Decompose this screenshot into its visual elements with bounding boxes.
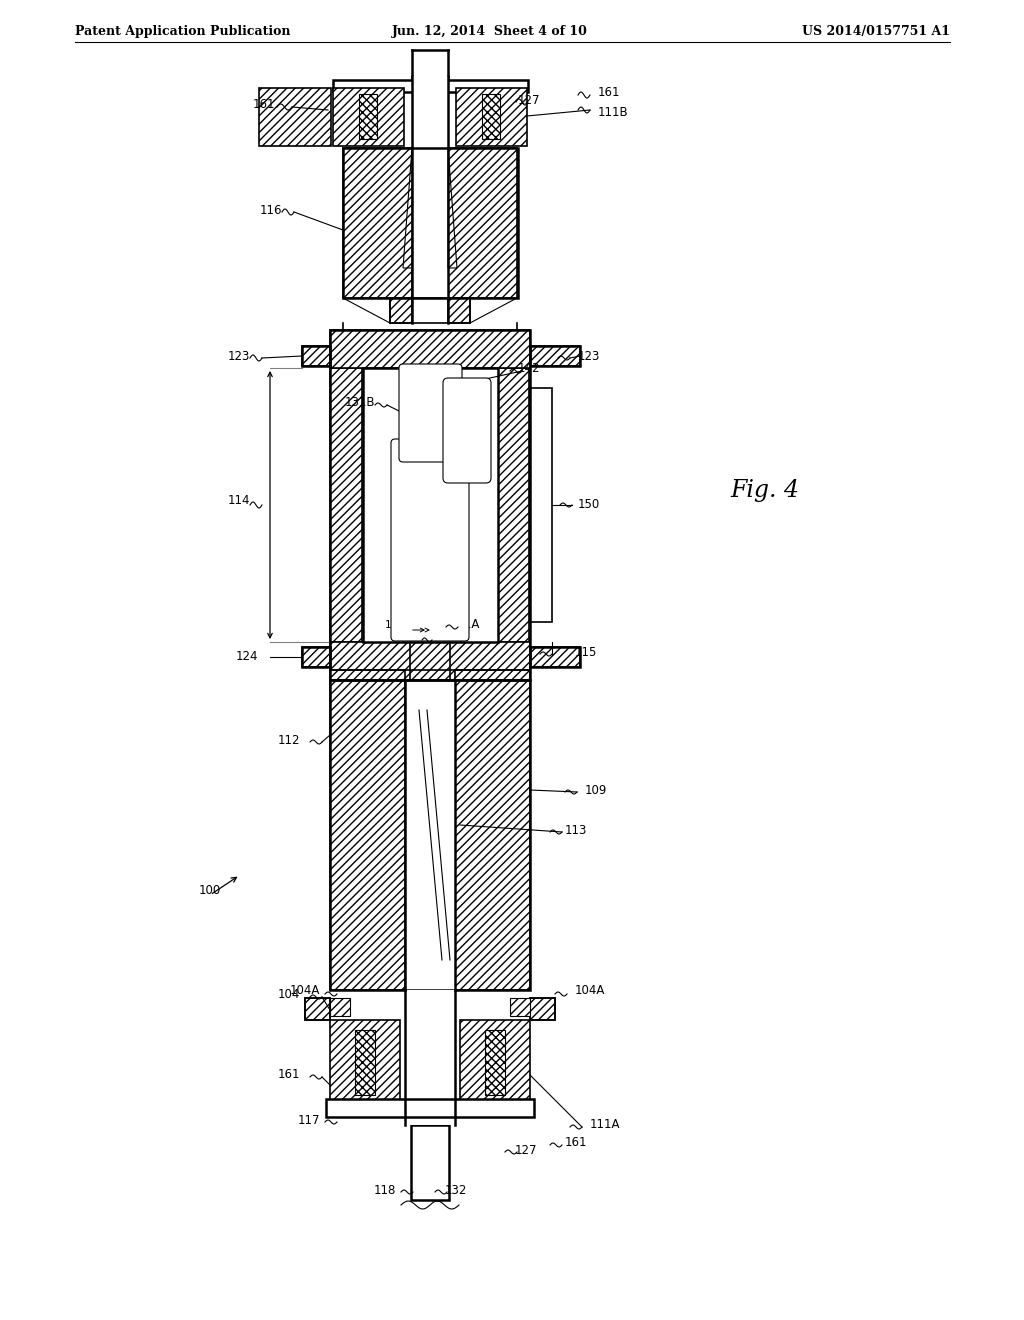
FancyBboxPatch shape (391, 440, 469, 642)
Text: 127: 127 (515, 1143, 538, 1156)
Bar (330, 671, 530, 680)
Bar (330, 671, 406, 680)
Text: 104: 104 (278, 989, 300, 1002)
Text: 104A: 104A (575, 985, 605, 998)
Bar (330, 998, 350, 1016)
Bar (359, 94, 377, 139)
Text: 127: 127 (518, 94, 541, 107)
Text: 123: 123 (578, 350, 600, 363)
Text: Jun. 12, 2014  Sheet 4 of 10: Jun. 12, 2014 Sheet 4 of 10 (392, 25, 588, 38)
Bar (412, 148, 449, 298)
Bar (362, 368, 498, 642)
Bar (330, 1020, 400, 1105)
Text: 104A: 104A (290, 985, 319, 998)
Bar (406, 680, 455, 990)
Text: 116: 116 (259, 203, 282, 216)
Bar (343, 148, 412, 298)
Text: 161: 161 (253, 98, 275, 111)
Bar (390, 298, 470, 323)
Bar (460, 1020, 530, 1105)
Text: 111A: 111A (590, 1118, 621, 1131)
Bar (455, 671, 530, 680)
Text: 113: 113 (565, 824, 588, 837)
Bar (330, 680, 406, 990)
Bar (305, 998, 330, 1020)
Bar (326, 1100, 534, 1117)
Bar (330, 330, 530, 368)
Bar (449, 298, 470, 323)
Text: 131A: 131A (450, 618, 480, 631)
Bar (355, 1030, 375, 1096)
Text: 118: 118 (374, 1184, 396, 1196)
Bar (302, 647, 330, 667)
Text: 112: 112 (278, 734, 300, 747)
Text: 129: 129 (385, 620, 404, 630)
Bar (411, 1125, 449, 1200)
Text: 150: 150 (578, 499, 600, 511)
Bar (455, 680, 530, 990)
Bar (390, 298, 412, 323)
Bar (302, 346, 330, 366)
Bar (330, 330, 530, 680)
Bar (302, 346, 330, 366)
Bar (406, 990, 455, 1125)
Text: 109: 109 (585, 784, 607, 796)
Bar (530, 647, 580, 667)
Bar (330, 642, 530, 680)
Polygon shape (449, 148, 457, 268)
Bar (343, 148, 518, 298)
FancyBboxPatch shape (443, 378, 490, 483)
Text: US 2014/0157751 A1: US 2014/0157751 A1 (802, 25, 950, 38)
Text: 151: 151 (402, 632, 422, 642)
Text: 115: 115 (575, 645, 597, 659)
Bar (530, 647, 580, 667)
Bar (510, 998, 530, 1016)
Bar (530, 388, 552, 622)
Text: 131B: 131B (344, 396, 375, 409)
Text: 117: 117 (298, 1114, 319, 1126)
Bar (449, 148, 517, 298)
Bar (530, 346, 580, 366)
Text: 124: 124 (236, 651, 258, 664)
Bar (259, 88, 331, 147)
Bar (530, 346, 580, 366)
Text: 111B: 111B (598, 106, 629, 119)
Text: Fig. 4: Fig. 4 (730, 479, 799, 502)
Bar (333, 88, 404, 147)
Bar (485, 1030, 505, 1096)
Bar (302, 647, 330, 667)
Text: 161: 161 (278, 1068, 300, 1081)
Bar (530, 998, 555, 1020)
Bar (456, 88, 527, 147)
Bar (530, 998, 555, 1020)
Text: 100: 100 (199, 883, 221, 896)
Text: 161: 161 (565, 1137, 588, 1150)
Text: 142: 142 (518, 362, 541, 375)
FancyBboxPatch shape (399, 364, 462, 462)
Bar (330, 368, 362, 642)
Bar (333, 81, 528, 92)
Text: 132: 132 (445, 1184, 467, 1196)
Text: 123: 123 (227, 350, 250, 363)
Text: Patent Application Publication: Patent Application Publication (75, 25, 291, 38)
Text: 161: 161 (598, 86, 621, 99)
Bar (330, 680, 530, 990)
Text: 114: 114 (227, 494, 250, 507)
Bar (497, 368, 529, 642)
Bar (305, 998, 330, 1020)
Polygon shape (403, 148, 412, 268)
Bar (412, 77, 449, 147)
Bar (482, 94, 500, 139)
